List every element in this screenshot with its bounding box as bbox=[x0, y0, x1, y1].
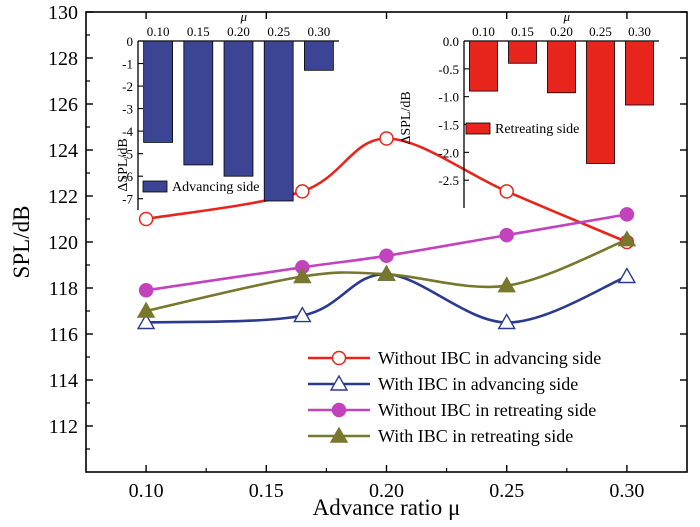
data-point bbox=[377, 264, 396, 281]
data-point bbox=[499, 227, 514, 243]
data-point bbox=[138, 283, 154, 298]
y-tick-label: 126 bbox=[48, 94, 78, 116]
inset-bar-chart-retreating: 0.0 -0.5 -1.0 -1.5 -2.0 -2.5 0.10 0.15 0.20 0.25 0… bbox=[399, 9, 659, 208]
data-point bbox=[293, 306, 312, 323]
inset-y-tick-label: -1 bbox=[122, 57, 133, 72]
inset-x-tick-label: 0.20 bbox=[227, 24, 250, 39]
x-tick-label: 0.25 bbox=[489, 480, 524, 502]
y-axis-label: SPL/dB bbox=[9, 206, 34, 279]
inset-bar bbox=[508, 40, 537, 64]
inset-y-tick-label: -2.5 bbox=[438, 173, 459, 188]
y-tick-label: 128 bbox=[48, 48, 78, 70]
y-tick-label: 122 bbox=[48, 186, 78, 208]
legend-label: With IBC in advancing side bbox=[378, 374, 578, 394]
legend-marker bbox=[329, 374, 349, 391]
inset-y-tick-label: -0.5 bbox=[438, 62, 459, 77]
data-point bbox=[293, 267, 312, 284]
x-axis-label: Advance ratio μ bbox=[313, 495, 461, 520]
inset-y-tick-label: -1.5 bbox=[438, 118, 459, 133]
inset-legend-label: Advancing side bbox=[172, 180, 259, 195]
inset-bar bbox=[183, 40, 214, 166]
inset-y-tick-label: -2.0 bbox=[438, 145, 459, 160]
inset-x-tick-label: 0.30 bbox=[628, 24, 651, 39]
inset-legend-label: Retreating side bbox=[495, 122, 579, 137]
series-line bbox=[146, 272, 628, 324]
inset-y-axis-label: ΔSPL/dB bbox=[116, 138, 131, 191]
inset-x-tick-label: 0.25 bbox=[267, 24, 290, 39]
x-tick-label: 0.15 bbox=[249, 480, 284, 502]
y-tick-label: 130 bbox=[48, 2, 78, 24]
data-point bbox=[136, 313, 156, 330]
inset-bar bbox=[223, 40, 254, 177]
legend-marker bbox=[331, 402, 347, 418]
inset-mu-label: μ bbox=[562, 9, 570, 24]
inset-x-tick-label: 0.15 bbox=[511, 24, 534, 39]
data-point bbox=[295, 184, 310, 199]
x-tick-label: 0.20 bbox=[369, 480, 404, 502]
inset-bar bbox=[586, 40, 615, 164]
inset-bar bbox=[304, 40, 334, 71]
y-tick-label: 114 bbox=[49, 370, 78, 392]
inset-y-tick-label: -1.0 bbox=[438, 90, 459, 105]
data-point bbox=[379, 248, 394, 264]
inset-y-tick-label: -3 bbox=[122, 102, 133, 117]
inset-bar bbox=[547, 40, 576, 94]
inset-bar bbox=[469, 40, 498, 92]
inset-x-tick-label: 0.15 bbox=[187, 24, 210, 39]
data-point bbox=[379, 131, 394, 146]
y-tick-label: 120 bbox=[48, 232, 78, 254]
inset-y-tick-label: 0 bbox=[127, 34, 134, 49]
inset-y-tick-label: -7 bbox=[122, 192, 133, 207]
data-point bbox=[617, 267, 637, 284]
inset-x-tick-label: 0.10 bbox=[472, 24, 495, 39]
inset-bar-chart-advancing: 0 -1 -2 -3 -4 -5 -6 -7 0.10 0.15 0.20 0.25 0.30 μ ΔSPL… bbox=[116, 9, 339, 210]
x-tick-label: 0.30 bbox=[609, 480, 644, 502]
data-point bbox=[619, 207, 635, 222]
inset-y-axis-label: ΔSPL/dB bbox=[399, 91, 414, 144]
y-tick-label: 124 bbox=[48, 140, 78, 162]
inset-bar bbox=[625, 40, 654, 106]
inset-y-tick-label: -2 bbox=[122, 79, 133, 94]
inset-x-tick-label: 0.10 bbox=[147, 24, 170, 39]
inset-x-tick-label: 0.20 bbox=[550, 24, 573, 39]
y-tick-label: 112 bbox=[49, 416, 78, 438]
data-point bbox=[136, 301, 156, 318]
legend-marker bbox=[329, 426, 349, 443]
data-point bbox=[617, 230, 637, 247]
inset-bar bbox=[263, 40, 294, 202]
inset-legend-swatch bbox=[465, 122, 491, 135]
legend-label: Without IBC in advancing side bbox=[378, 348, 601, 368]
inset-x-tick-label: 0.25 bbox=[589, 24, 612, 39]
inset-bar bbox=[143, 40, 173, 143]
inset-legend-swatch bbox=[142, 180, 168, 193]
inset-y-tick-label: -4 bbox=[122, 124, 133, 139]
y-tick-label: 116 bbox=[49, 324, 78, 346]
inset-y-tick-label: -5 bbox=[122, 147, 133, 162]
data-point bbox=[497, 313, 516, 330]
inset-y-tick-label: -6 bbox=[122, 169, 133, 184]
legend-label: With IBC in retreating side bbox=[378, 426, 573, 446]
legend-label: Without IBC in retreating side bbox=[378, 400, 596, 420]
legend-marker bbox=[331, 350, 347, 366]
inset-x-tick-label: 0.30 bbox=[308, 24, 331, 39]
data-point bbox=[499, 184, 514, 199]
x-tick-label: 0.10 bbox=[129, 480, 164, 502]
data-point bbox=[138, 211, 154, 227]
y-tick-label: 118 bbox=[49, 278, 78, 300]
inset-y-tick-label: 0.0 bbox=[443, 34, 459, 49]
inset-mu-label: μ bbox=[240, 9, 248, 24]
main-legend: Without IBC in advancing side With IBC in… bbox=[308, 348, 601, 446]
data-point bbox=[497, 276, 516, 293]
